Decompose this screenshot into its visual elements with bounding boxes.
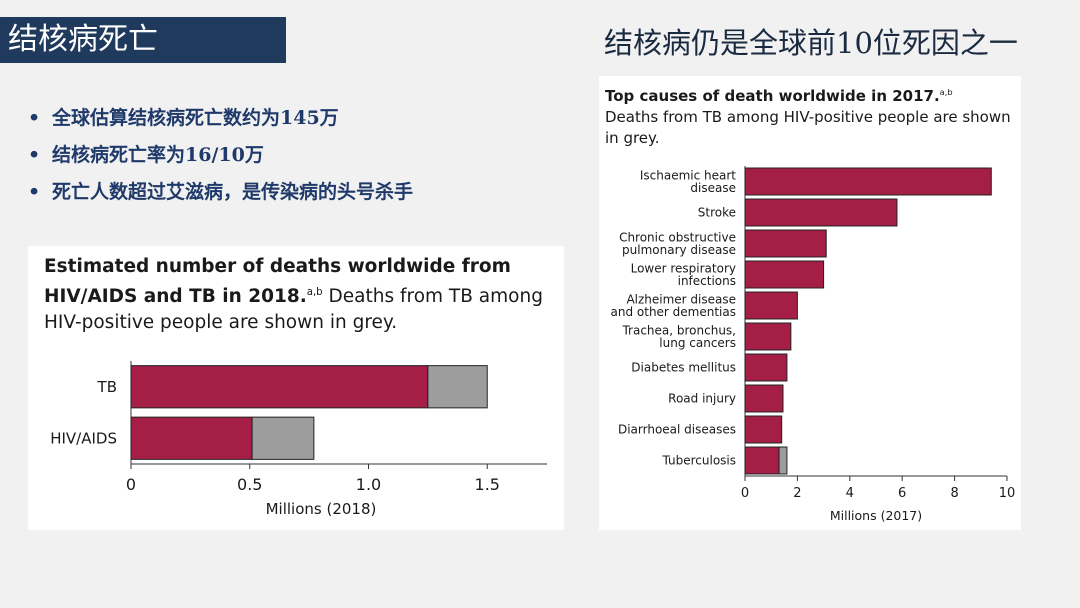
bar-segment [744,384,784,413]
category-label-line: lung cancers [659,336,736,350]
right-chart-panel: Top causes of death worldwide in 2017.a,… [599,76,1021,530]
bar-segment [130,365,429,409]
bullet-icon: • [28,107,41,129]
category-label: Diabetes mellitus [631,361,736,375]
category-label: TB [97,378,117,396]
category-label-line: Trachea, bronchus, [621,323,736,337]
bar-segment [744,446,780,475]
category-label-line: infections [678,274,736,288]
x-tick-label: 0 [126,475,136,494]
x-tick-label: 4 [846,486,854,501]
bullet-text: 结核病死亡率为16/10万 [52,144,264,166]
bullet-text: 全球估算结核病死亡数约为145万 [52,107,339,129]
right-chart-title: Top causes of death worldwide in 2017. [605,87,940,105]
top-causes-chart: Ischaemic heart disease Stroke Chronic obst… [611,166,1016,523]
bar-segment [744,322,792,351]
category-label-line: Stroke [698,206,736,220]
category-label: Alzheimer disease and other dementias [611,292,737,319]
category-label: Tuberculosis [662,454,737,468]
bar-segment [427,365,488,409]
bar-segment [744,229,827,258]
category-label: Lower respiratory infections [631,261,736,288]
x-tick-label: 6 [898,486,906,501]
category-label: HIV/AIDS [50,430,117,448]
category-label-line: and other dementias [611,305,737,319]
left-chart-title: Estimated number of deaths worldwide fro… [44,256,511,308]
category-label: Trachea, bronchus, lung cancers [621,323,736,350]
category-label-line: Tuberculosis [662,454,737,468]
bullet-text: 死亡人数超过艾滋病，是传染病的头号杀手 [52,181,414,203]
bullet-item: • 全球估算结核病死亡数约为145万 [28,104,413,132]
hiv-tb-deaths-chart: TB HIV/AIDS 0 0.5 1.0 1.5 Millions (2018) [50,361,547,518]
bullet-icon: • [28,181,41,203]
bar-segment [251,416,315,460]
right-chart-caption: Top causes of death worldwide in 2017.a,… [605,82,1015,149]
bar-segment [744,291,798,320]
bar-segment [744,260,825,289]
x-axis-title: Millions (2017) [830,508,922,523]
category-label-line: pulmonary disease [622,243,736,257]
bar-segment [744,167,992,196]
right-chart-footnote-mark: a,b [939,87,953,97]
bullet-list: • 全球估算结核病死亡数约为145万 • 结核病死亡率为16/10万 • 死亡人数超过… [28,104,413,215]
x-tick-label: 0.5 [237,475,262,494]
x-tick-label: 0 [741,486,749,501]
x-tick-label: 1.5 [475,475,500,494]
left-chart-footnote-mark: a,b [306,287,323,298]
category-label-line: Road injury [668,392,736,406]
bar-segment [744,415,783,444]
category-label-line: Ischaemic heart [640,168,736,182]
category-label-line: HIV/AIDS [50,430,117,448]
x-tick-label: 2 [793,486,801,501]
slide-title: 结核病死亡 [0,17,286,63]
category-label: Diarrhoeal diseases [618,423,736,437]
category-label: Ischaemic heart disease [640,168,736,195]
bar-segment [744,353,788,382]
category-label-line: TB [97,378,117,396]
category-label-line: Alzheimer disease [626,292,736,306]
bar-segment [744,198,898,227]
category-label: Stroke [698,206,736,220]
bar-segment [778,446,788,475]
category-label-line: Diarrhoeal diseases [618,423,736,437]
category-label: Chronic obstructive pulmonary disease [619,230,736,257]
x-tick-label: 1.0 [356,475,381,494]
left-chart-subtitle: Deaths from TB among HIV-positive people… [44,286,543,334]
category-label: Road injury [668,392,736,406]
category-label-line: disease [690,181,736,195]
category-label-line: Lower respiratory [631,261,736,275]
right-chart-subtitle: Deaths from TB among HIV-positive people… [605,108,1011,147]
category-label-line: Diabetes mellitus [631,361,736,375]
x-tick-label: 8 [950,486,958,501]
bullet-item: • 结核病死亡率为16/10万 [28,141,413,169]
category-label-line: Chronic obstructive [619,230,736,244]
left-chart-caption: Estimated number of deaths worldwide fro… [44,254,554,336]
bullet-item: • 死亡人数超过艾滋病，是传染病的头号杀手 [28,178,413,206]
bar-segment [130,416,253,460]
right-heading: 结核病仍是全球前10位死因之一 [604,26,1018,60]
x-tick-label: 10 [999,486,1016,501]
x-axis-title: Millions (2018) [266,500,377,518]
bullet-icon: • [28,144,41,166]
left-chart-panel: Estimated number of deaths worldwide fro… [28,246,564,530]
